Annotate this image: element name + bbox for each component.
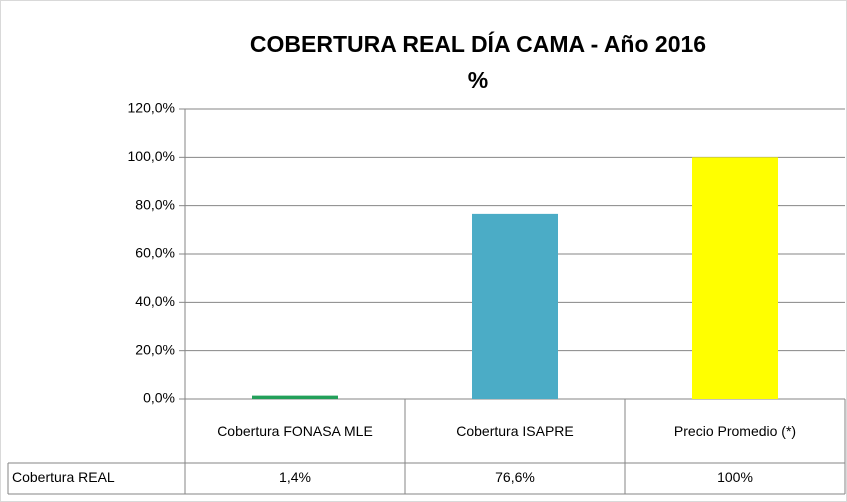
y-tick-label: 80,0%: [135, 196, 175, 212]
y-tick-label: 120,0%: [128, 100, 175, 116]
y-tick-label: 60,0%: [135, 245, 175, 261]
y-tick-label: 0,0%: [143, 390, 175, 406]
x-tick-label-box: Cobertura ISAPRE: [456, 422, 574, 439]
x-tick-label-box: Cobertura FONASA MLE: [217, 422, 373, 439]
bar: [252, 395, 338, 399]
chart-title: COBERTURA REAL DÍA CAMA - Año 2016: [250, 30, 706, 57]
value-label: 76,6%: [495, 469, 535, 485]
x-tick-label: Precio Promedio (*): [673, 422, 797, 439]
x-tick-label: Cobertura ISAPRE: [456, 422, 574, 439]
chart-subtitle: %: [468, 67, 488, 93]
y-tick-label: 20,0%: [135, 341, 175, 357]
x-tick-label-box: Precio Promedio (*): [673, 422, 797, 439]
x-tick-label: Cobertura FONASA MLE: [217, 422, 373, 439]
y-tick-label: 100,0%: [128, 148, 175, 164]
value-label: 1,4%: [279, 469, 311, 485]
y-tick-label: 40,0%: [135, 293, 175, 309]
bar: [692, 157, 778, 399]
series-name: Cobertura REAL: [12, 469, 115, 485]
bar: [472, 213, 558, 399]
value-label: 100%: [717, 469, 753, 485]
